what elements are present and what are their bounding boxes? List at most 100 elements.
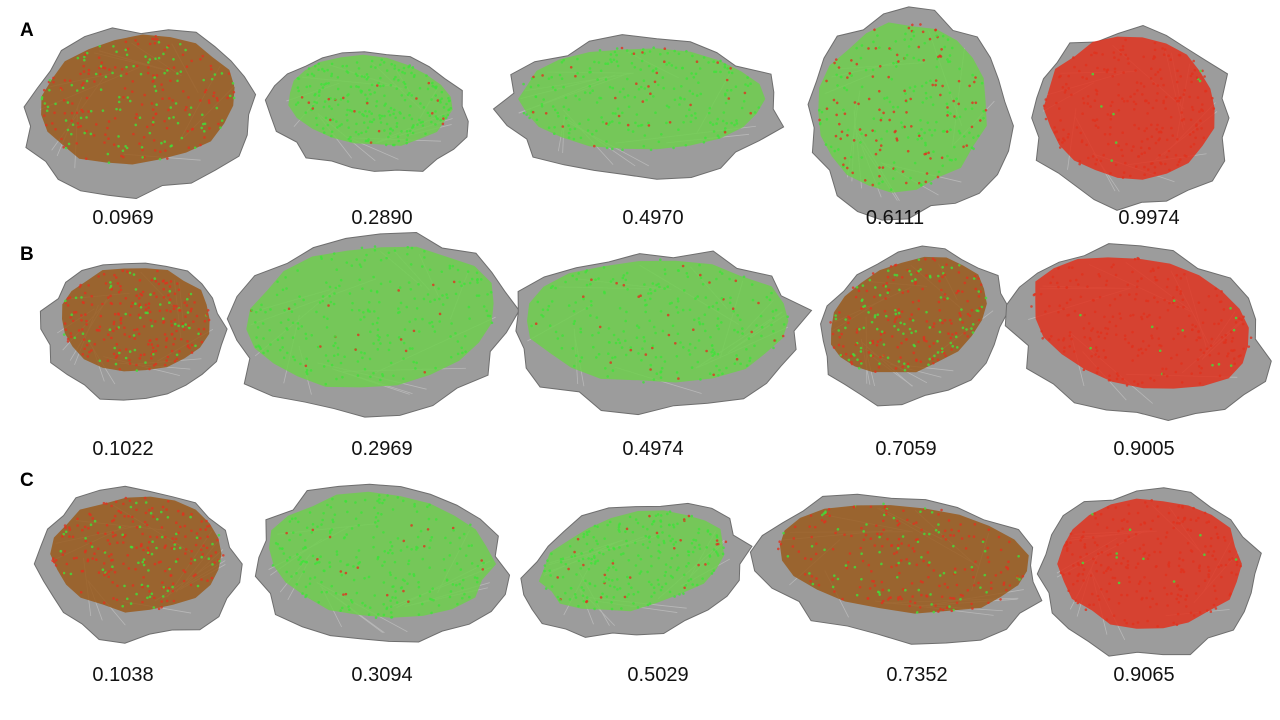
cloud-point	[311, 104, 315, 108]
cloud-point	[727, 71, 731, 74]
cloud-point	[163, 48, 166, 52]
cloud-point	[1111, 75, 1114, 78]
cloud-point	[639, 68, 642, 71]
cloud-point	[397, 139, 400, 143]
cloud-point	[1095, 569, 1098, 573]
cloud-point	[389, 106, 393, 110]
cloud-point	[1137, 127, 1141, 130]
cloud-point	[158, 309, 162, 313]
cloud-point	[151, 37, 154, 41]
cloud-point	[1176, 69, 1179, 73]
cloud-point	[315, 310, 318, 314]
cloud-point	[729, 296, 732, 300]
cloud-point	[64, 328, 68, 332]
cloud-point	[629, 348, 633, 352]
cloud-point	[1103, 68, 1106, 71]
cloud-point	[573, 364, 576, 368]
cloud-point	[685, 272, 689, 275]
cloud-point	[708, 106, 712, 110]
cloud-point	[82, 64, 85, 68]
cloud-point	[1122, 100, 1126, 103]
cloud-point	[95, 328, 99, 332]
cloud-point	[203, 319, 207, 323]
cloud-point	[112, 143, 116, 146]
cloud-point	[1068, 334, 1072, 337]
cloud-point	[907, 26, 911, 30]
cloud-point	[1176, 305, 1180, 309]
cloud-point	[486, 314, 490, 318]
cloud-point	[668, 302, 672, 305]
cloud-point	[165, 339, 168, 342]
cloud-point	[174, 102, 178, 105]
cloud-point	[199, 99, 202, 102]
cloud-point	[1242, 315, 1245, 319]
cloud-point	[872, 117, 876, 120]
cloud-point	[458, 280, 462, 284]
cloud-point	[1139, 82, 1143, 85]
cloud-point	[689, 103, 692, 107]
cloud-point	[1126, 57, 1130, 60]
cloud-point	[293, 358, 297, 362]
cloud-point	[1091, 118, 1095, 122]
cloud-point	[901, 365, 904, 369]
cloud-point	[858, 327, 861, 331]
cloud-point	[448, 264, 452, 268]
cloud-point	[553, 108, 557, 112]
cloud-point	[1203, 511, 1207, 515]
cloud-point	[888, 118, 891, 122]
cloud-point	[147, 343, 150, 346]
cloud-point	[1176, 138, 1179, 141]
cloud-point	[1176, 593, 1180, 597]
cloud-point	[1156, 505, 1159, 508]
cloud-point	[938, 330, 942, 334]
cloud-point	[215, 106, 219, 110]
cloud-point	[1084, 63, 1088, 67]
cloud-point	[1139, 146, 1143, 150]
cloud-point	[330, 363, 334, 367]
cloud-point	[1148, 581, 1152, 585]
cloud-point	[1179, 290, 1183, 293]
cloud-point	[666, 313, 670, 317]
cloud-point	[410, 94, 414, 97]
cloud-point	[109, 281, 112, 284]
cloud-point	[1102, 349, 1106, 352]
cloud-point	[170, 320, 173, 323]
cloud-point	[376, 348, 380, 351]
cloud-point	[894, 318, 897, 321]
cloud-point	[1069, 279, 1072, 283]
cloud-point	[615, 53, 618, 57]
cloud-point	[1105, 279, 1109, 283]
cloud-point	[931, 257, 935, 261]
cloud-point	[157, 56, 161, 60]
cloud-point	[79, 283, 82, 287]
cloud-point	[759, 314, 763, 318]
cloud-point	[895, 316, 898, 319]
cloud-point	[60, 137, 63, 141]
cloud-point	[1133, 123, 1136, 127]
cloud-point	[1121, 154, 1124, 158]
cloud-point	[103, 141, 106, 144]
cloud-point	[953, 115, 956, 118]
cloud-point	[379, 258, 383, 262]
cloud-point	[1180, 119, 1184, 122]
cloud-point	[1072, 564, 1075, 567]
cloud-point	[583, 91, 587, 94]
cloud-point	[81, 328, 84, 331]
cloud-point	[357, 85, 360, 89]
cloud-point	[917, 258, 921, 262]
cloud-point	[70, 119, 74, 123]
cloud-point	[261, 322, 265, 325]
cloud-point	[1164, 95, 1168, 99]
cloud-point	[1117, 144, 1120, 148]
cloud-point	[1083, 545, 1086, 549]
cloud-point	[927, 151, 930, 155]
cloud-point	[649, 292, 653, 295]
cloud-point	[934, 28, 937, 32]
cloud-point	[681, 264, 685, 268]
cloud-point	[688, 89, 692, 93]
cloud-point	[485, 309, 488, 313]
cloud-point	[522, 82, 525, 86]
cloud-point	[125, 146, 129, 150]
cloud-point	[66, 337, 70, 341]
cloud-point	[928, 357, 932, 361]
